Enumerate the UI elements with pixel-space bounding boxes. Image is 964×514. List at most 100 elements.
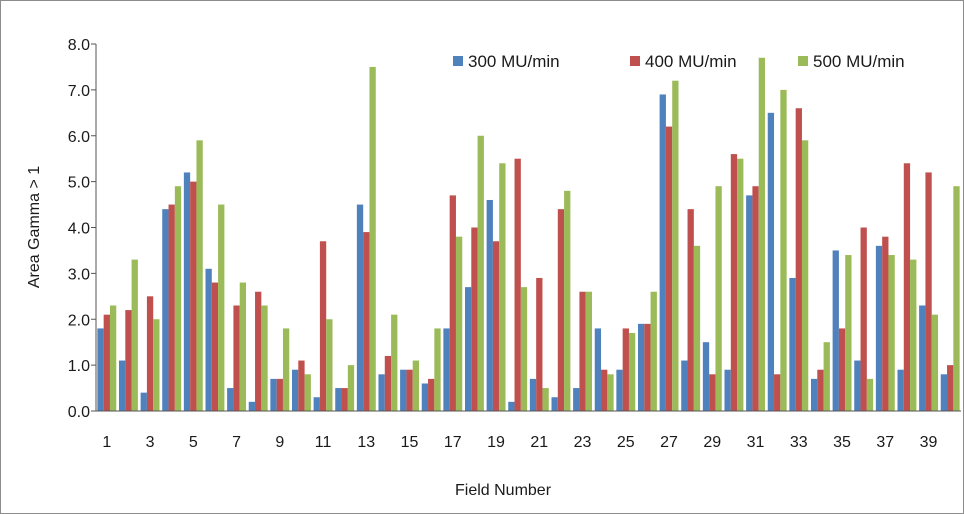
bar-3-2 [131, 259, 138, 411]
x-tick-label: 13 [357, 434, 375, 451]
bar-3-26 [650, 291, 657, 411]
bar-3-36 [866, 378, 874, 411]
bar-2-34 [817, 369, 824, 411]
x-tick-label: 37 [876, 434, 894, 451]
bar-1-7 [227, 388, 234, 411]
y-tick-label: 2.0 [68, 312, 90, 329]
bar-2-36 [860, 227, 867, 411]
bar-3-1 [109, 305, 117, 411]
bar-3-23 [585, 291, 593, 411]
bar-2-16 [428, 378, 435, 411]
bar-2-17 [449, 195, 456, 411]
bar-2-28 [687, 209, 694, 411]
bar-3-5 [196, 140, 203, 411]
bar-1-14 [378, 374, 385, 411]
bar-2-32 [774, 374, 781, 411]
legend-swatch-2 [630, 56, 640, 66]
bar-1-6 [205, 268, 212, 411]
x-tick-label: 29 [703, 434, 721, 451]
bar-3-25 [628, 333, 636, 411]
x-tick-label: 33 [790, 434, 808, 451]
bar-1-39 [919, 305, 926, 411]
bar-3-32 [780, 89, 787, 412]
bar-1-19 [486, 199, 493, 411]
bar-2-4 [168, 204, 175, 411]
bar-1-40 [940, 374, 948, 411]
bar-2-15 [406, 369, 413, 411]
bar-2-18 [471, 227, 478, 411]
bar-1-9 [270, 378, 277, 411]
bar-1-21 [529, 378, 537, 411]
bar-2-1 [103, 314, 110, 411]
bar-3-40 [953, 186, 960, 411]
bar-3-9 [282, 328, 290, 411]
bar-1-26 [637, 323, 645, 411]
bar-2-27 [665, 126, 673, 411]
bar-2-21 [536, 277, 543, 411]
bar-1-24 [594, 328, 602, 411]
bar-1-34 [810, 378, 818, 411]
bar-2-5 [190, 181, 197, 412]
bar-1-12 [335, 388, 342, 411]
legend-label-2: 400 MU/min [645, 52, 737, 71]
y-axis-ticks: 0.0 1.0 2.0 3.0 4.0 5.0 6.0 7.0 8.0 [68, 37, 96, 421]
bar-3-37 [888, 255, 895, 411]
x-tick-label: 25 [617, 434, 635, 451]
bar-2-40 [947, 365, 954, 412]
x-tick-label: 35 [833, 434, 851, 451]
bar-1-25 [616, 369, 623, 411]
bar-3-39 [931, 314, 939, 411]
bar-1-3 [140, 392, 147, 411]
bar-1-2 [118, 360, 126, 411]
x-tick-label: 7 [232, 434, 241, 451]
bar-2-23 [579, 291, 586, 411]
bar-1-18 [464, 287, 472, 411]
bar-3-21 [542, 388, 549, 411]
bar-1-33 [789, 277, 796, 411]
legend-swatch-3 [798, 56, 808, 66]
y-tick-label: 3.0 [68, 266, 90, 283]
y-tick-label: 7.0 [68, 83, 90, 100]
x-tick-label: 17 [444, 434, 462, 451]
bar-3-8 [261, 305, 268, 411]
bar-1-35 [832, 250, 839, 411]
bar-2-8 [255, 291, 262, 411]
x-tick-label: 11 [315, 434, 332, 451]
bar-3-30 [737, 158, 744, 411]
bar-2-9 [276, 378, 283, 411]
bar-3-12 [347, 365, 355, 412]
bar-3-31 [758, 57, 766, 411]
bar-3-14 [391, 314, 398, 411]
bar-1-20 [508, 401, 515, 411]
bar-2-37 [882, 236, 889, 411]
legend: 300 MU/min 400 MU/min 500 MU/min [453, 52, 905, 71]
x-axis-title: Field Number [455, 482, 552, 499]
bar-1-38 [897, 369, 904, 411]
bar-2-29 [709, 374, 716, 411]
bar-2-13 [363, 232, 370, 411]
x-tick-label: 5 [189, 434, 198, 451]
bar-1-16 [421, 383, 429, 411]
bar-2-39 [925, 172, 932, 411]
bar-1-31 [746, 195, 753, 411]
bar-series-group [97, 57, 960, 412]
bar-3-27 [672, 80, 679, 411]
bar-1-11 [313, 397, 320, 411]
bar-2-26 [644, 323, 651, 411]
bar-3-19 [499, 163, 506, 411]
bar-3-3 [153, 319, 160, 411]
bar-1-5 [183, 172, 191, 411]
bar-1-17 [443, 328, 450, 411]
x-tick-label: 9 [275, 434, 284, 451]
bar-1-23 [573, 388, 580, 411]
bar-1-30 [724, 369, 731, 411]
bar-2-30 [730, 154, 738, 411]
bar-1-4 [162, 209, 169, 411]
bar-3-11 [326, 319, 333, 411]
y-tick-label: 8.0 [68, 37, 90, 54]
bar-3-35 [845, 255, 852, 411]
bar-2-24 [601, 369, 608, 411]
bar-2-19 [492, 241, 500, 411]
